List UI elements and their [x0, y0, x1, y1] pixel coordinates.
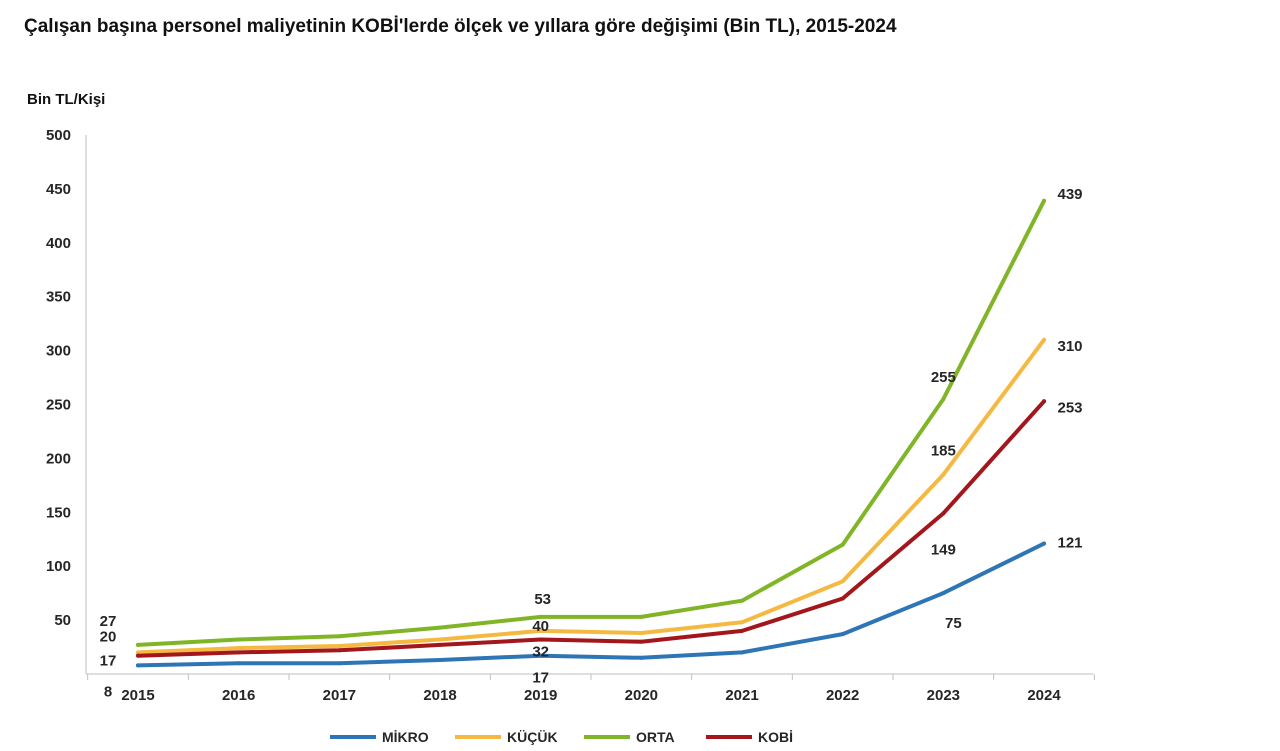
data-label-mikro: 8	[104, 683, 112, 700]
legend: MİKRO KÜÇÜK ORTA KOBİ	[330, 729, 793, 745]
data-point-orta	[438, 625, 442, 630]
series-line-kobi	[136, 399, 1046, 658]
data-point-kobi	[337, 648, 342, 653]
data-point-kucuk	[941, 472, 946, 477]
x-tick-label: 2015	[121, 687, 154, 704]
data-point-kobi	[1042, 399, 1046, 404]
data-point-mikro	[639, 655, 644, 660]
y-tick-label: 250	[46, 397, 71, 414]
y-tick-label: 150	[46, 504, 71, 521]
data-point-kobi	[538, 637, 543, 642]
series-line-kucuk	[136, 337, 1046, 655]
data-point-orta	[941, 397, 946, 402]
legend-label: ORTA	[636, 729, 675, 745]
y-tick-label: 50	[54, 612, 71, 629]
data-point-mikro	[538, 653, 543, 658]
y-tick-label: 500	[46, 127, 71, 144]
legend-item-kucuk: KÜÇÜK	[455, 729, 558, 745]
data-label-kobi: 253	[1057, 399, 1082, 416]
data-label-orta: 255	[931, 369, 956, 386]
data-label-kobi: 149	[931, 541, 956, 558]
legend-label: MİKRO	[382, 729, 429, 745]
data-point-kobi	[438, 642, 442, 647]
y-axis-label: Bin TL/Kişi	[27, 91, 105, 108]
legend-item-orta: ORTA	[584, 729, 675, 745]
data-point-orta	[639, 614, 644, 619]
data-point-orta	[840, 542, 845, 547]
legend-label: KÜÇÜK	[507, 729, 558, 745]
data-point-kucuk	[236, 646, 241, 651]
data-point-kucuk	[538, 628, 543, 633]
data-point-kobi	[840, 596, 845, 601]
data-point-kobi	[236, 650, 241, 655]
x-tick-label: 2023	[927, 687, 960, 704]
x-tick-label: 2017	[323, 687, 356, 704]
data-point-kucuk	[337, 643, 342, 648]
data-point-orta	[136, 642, 140, 647]
data-label-orta: 439	[1057, 186, 1082, 203]
data-point-kucuk	[740, 620, 744, 625]
data-label-kucuk: 20	[100, 628, 117, 645]
y-tick-label: 100	[46, 558, 71, 575]
data-label-mikro: 17	[532, 670, 549, 687]
data-label-kucuk: 40	[532, 618, 549, 635]
data-point-kobi	[136, 653, 140, 658]
data-label-kobi: 17	[100, 653, 117, 670]
data-point-kobi	[941, 511, 946, 516]
data-label-kucuk: 310	[1057, 338, 1082, 355]
data-point-mikro	[941, 591, 946, 596]
data-point-mikro	[438, 657, 442, 662]
data-label-mikro: 75	[945, 615, 962, 632]
data-point-kobi	[740, 628, 744, 633]
data-label-kucuk: 185	[931, 443, 956, 460]
series-lines	[136, 198, 1046, 668]
data-point-orta	[1042, 198, 1046, 203]
data-point-orta	[337, 634, 342, 639]
y-axis: Bin TL/Kişi 50 100 150 200 250 300 350 400 450 500	[27, 91, 105, 674]
legend-item-mikro: MİKRO	[330, 729, 429, 745]
data-point-orta	[236, 637, 241, 642]
y-tick-label: 450	[46, 181, 71, 198]
data-point-mikro	[136, 663, 140, 668]
data-point-orta	[538, 614, 543, 619]
legend-label: KOBİ	[758, 729, 793, 745]
data-point-kucuk	[840, 579, 845, 584]
chart-title: Çalışan başına personel maliyetinin KOBİ…	[24, 16, 897, 37]
data-point-kucuk	[136, 650, 140, 655]
y-tick-label: 400	[46, 235, 71, 252]
x-tick-label: 2016	[222, 687, 255, 704]
data-point-mikro	[1042, 541, 1046, 546]
y-tick-label: 200	[46, 450, 71, 467]
x-tick-label: 2022	[826, 687, 859, 704]
y-tick-label: 300	[46, 343, 71, 360]
data-label-orta: 27	[100, 613, 117, 630]
x-tick-label: 2020	[625, 687, 658, 704]
data-point-mikro	[740, 650, 744, 655]
series-line-mikro	[136, 541, 1046, 668]
y-tick-label: 350	[46, 289, 71, 306]
data-point-kucuk	[438, 637, 442, 642]
data-point-kucuk	[639, 631, 644, 636]
data-label-mikro: 121	[1057, 535, 1082, 552]
x-tick-label: 2024	[1027, 687, 1061, 704]
series-line-orta	[136, 198, 1046, 647]
legend-item-kobi: KOBİ	[706, 729, 793, 745]
x-axis: 2015 2016 2017 2018 2019 2020 2021 2022 2023 2024	[86, 673, 1095, 704]
data-point-kucuk	[1042, 337, 1046, 342]
data-point-orta	[740, 598, 744, 603]
data-point-kobi	[639, 639, 644, 644]
data-label-kobi: 32	[532, 644, 549, 661]
data-point-mikro	[840, 632, 845, 637]
x-tick-label: 2018	[423, 687, 456, 704]
data-point-mikro	[337, 661, 342, 666]
data-point-mikro	[236, 661, 241, 666]
data-label-orta: 53	[534, 591, 551, 608]
x-tick-label: 2021	[725, 687, 758, 704]
x-tick-label: 2019	[524, 687, 557, 704]
